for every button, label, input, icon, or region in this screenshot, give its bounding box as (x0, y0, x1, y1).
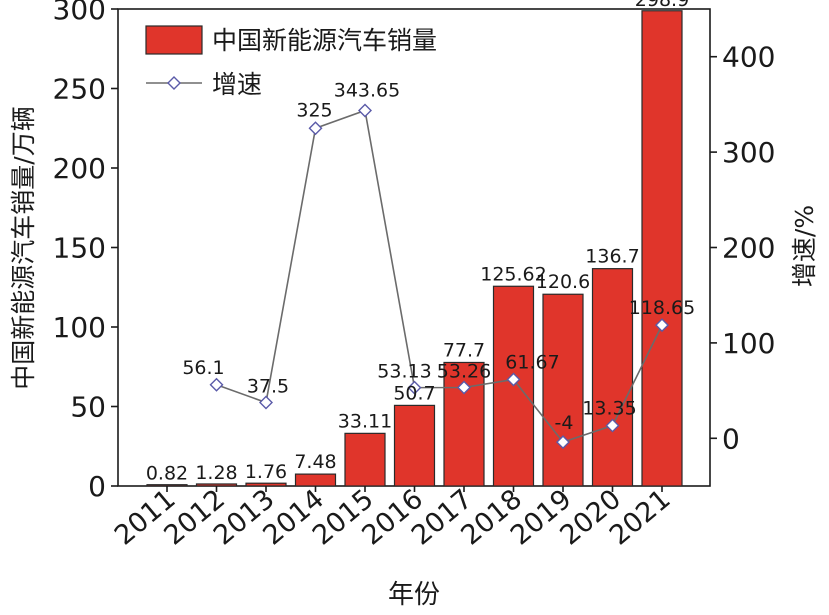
bar-value-label-2019: 120.6 (536, 271, 590, 293)
growth-point-2018 (506, 372, 521, 387)
bar-value-label-2018: 125.62 (480, 263, 546, 285)
growth-value-label-2014: 325 (296, 99, 332, 121)
bar-2011 (146, 484, 188, 487)
growth-point-2014 (308, 121, 323, 136)
growth-point-2017 (457, 380, 471, 395)
growth-value-label-2020: 13.35 (582, 398, 636, 420)
growth-point-2015 (358, 103, 372, 118)
bar-series (146, 10, 683, 487)
growth-point-2019 (556, 435, 570, 450)
y2-tick-label-0: 0 (722, 422, 740, 455)
y2-tick-label-400: 400 (722, 41, 775, 74)
bar-value-label-2016: 50.7 (393, 382, 435, 404)
growth-value-label-2015: 343.65 (334, 79, 400, 101)
legend-line-marker (167, 76, 181, 90)
y2-axis-title: 增速/% (790, 205, 819, 287)
growth-value-label-2013: 37.5 (247, 376, 289, 398)
growth-value-label-2018: 61.67 (505, 351, 559, 373)
growth-value-label-2019: -4 (555, 412, 574, 434)
y-tick-label-0: 0 (88, 470, 106, 503)
y2-tick-label-300: 300 (722, 136, 775, 169)
y-axis-title: 中国新能源汽车销量/万辆 (9, 106, 38, 389)
growth-value-label-2017: 53.26 (437, 360, 491, 382)
bar-value-label-2021: 298.9 (635, 0, 689, 11)
x-axis-title: 年份 (388, 580, 440, 610)
bar-value-label-2014: 7.48 (294, 451, 336, 473)
growth-point-2013 (259, 395, 273, 410)
bar-value-label-2011: 0.82 (146, 463, 188, 485)
growth-value-label-2021: 118.65 (629, 297, 695, 319)
bar-2015 (344, 432, 386, 487)
y-tick-label-300: 300 (53, 0, 106, 26)
growth-point-2020 (605, 418, 620, 433)
growth-line (216, 109, 663, 444)
growth-value-label-2012: 56.1 (182, 357, 224, 379)
y-tick-label-150: 150 (53, 232, 106, 265)
bar-2014 (294, 473, 337, 487)
legend-line-label: 增速 (212, 70, 262, 99)
bar-2012 (195, 483, 238, 487)
bar-value-label-2012: 1.28 (195, 462, 237, 484)
y-tick-label-100: 100 (53, 311, 106, 344)
bar-value-label-2015: 33.11 (338, 410, 392, 432)
axes: 0501001502002503000100200300400201120122… (53, 0, 776, 552)
bar-2021 (641, 10, 683, 487)
y-tick-label-200: 200 (53, 152, 106, 185)
y-tick-label-250: 250 (53, 73, 106, 106)
bar-value-label-2013: 1.76 (245, 461, 287, 483)
bar-2016 (393, 404, 436, 487)
y2-tick-label-100: 100 (722, 327, 775, 360)
growth-point-2021 (655, 318, 669, 333)
bar-2013 (245, 482, 287, 487)
bar-value-label-2017: 77.7 (443, 339, 485, 361)
bar-2019 (542, 293, 584, 487)
line-series (209, 103, 669, 450)
y2-tick-label-200: 200 (722, 232, 775, 265)
growth-point-2012 (209, 377, 224, 392)
growth-value-label-2016: 53.13 (377, 361, 431, 383)
bar-2020 (591, 268, 634, 487)
y-tick-label-50: 50 (70, 391, 106, 424)
bar-value-label-2020: 136.7 (585, 246, 639, 268)
legend-bar-label: 中国新能源汽车销量 (212, 26, 437, 55)
legend: 中国新能源汽车销量 增速 (145, 25, 437, 99)
growth-point-2016 (407, 380, 422, 395)
legend-bar-swatch (145, 25, 203, 55)
